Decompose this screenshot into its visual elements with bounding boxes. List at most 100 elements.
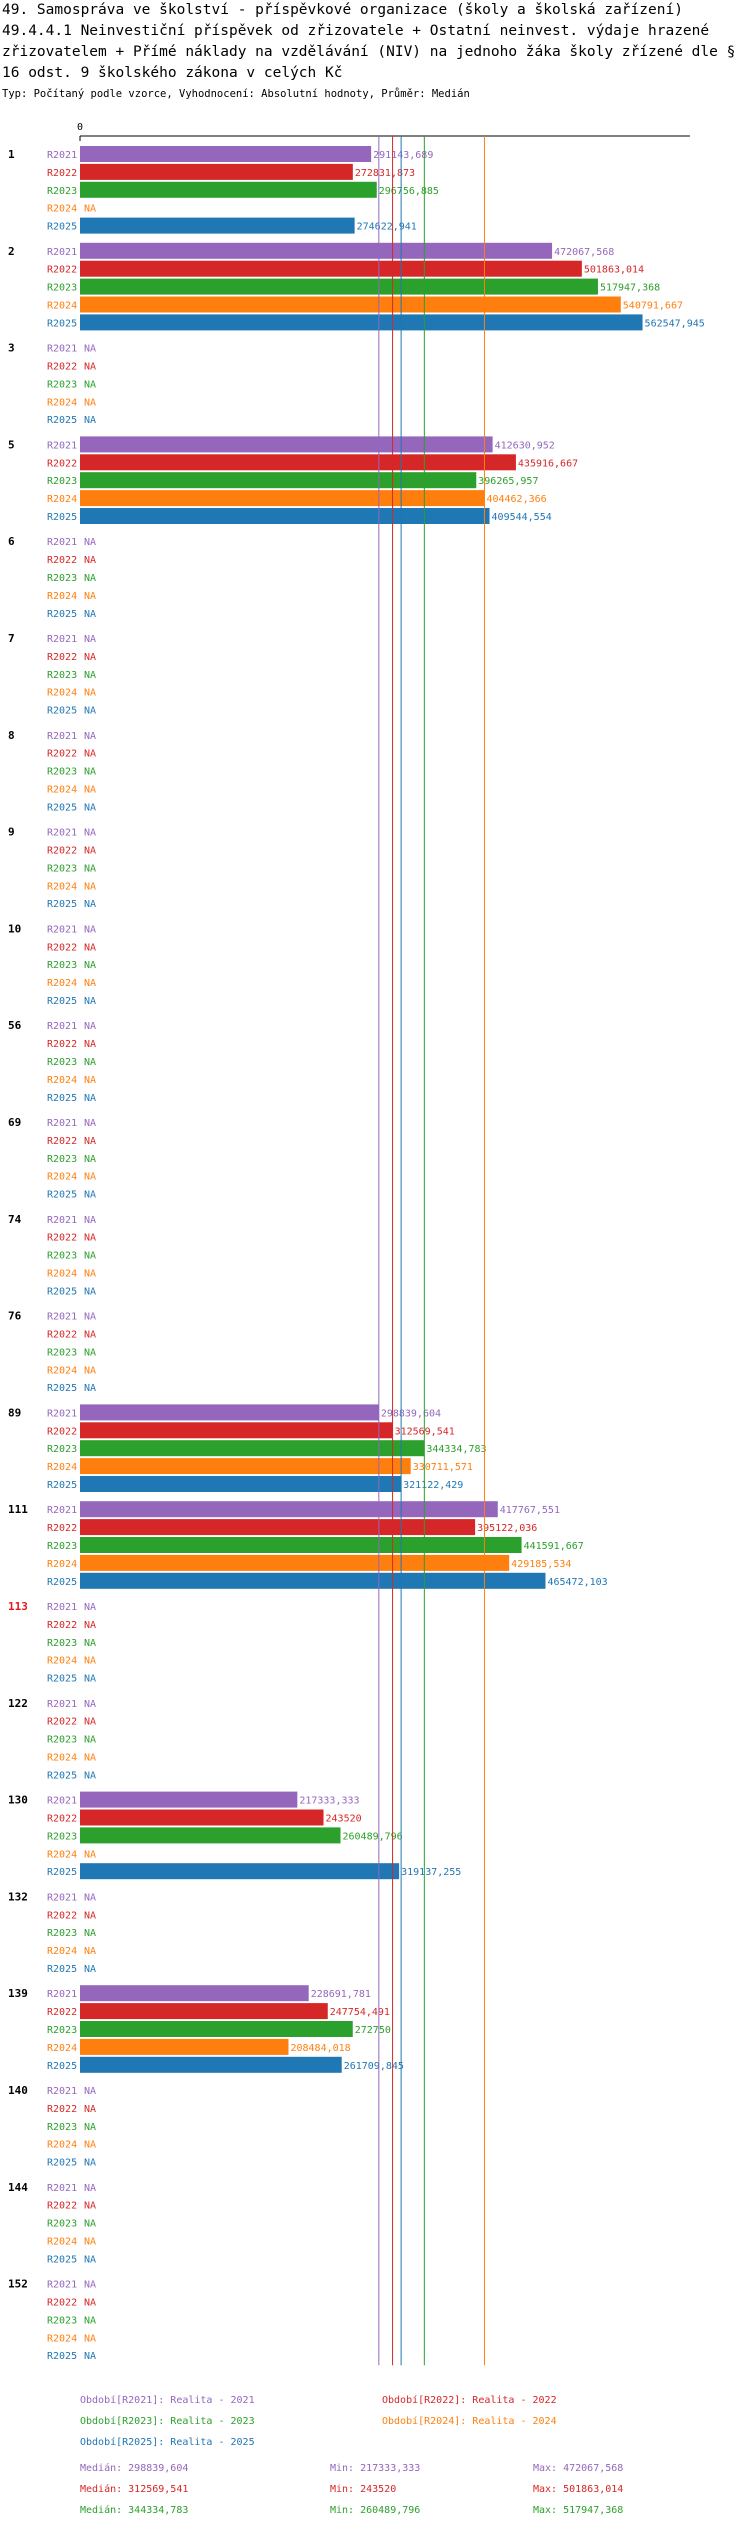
na-label-56-R2021: NA	[84, 1021, 96, 1032]
na-label-56-R2024: NA	[84, 1075, 96, 1086]
bar-89-R2024	[80, 1458, 411, 1475]
series-label-56-R2021: R2021	[47, 1021, 77, 1032]
group-label-2: 2	[8, 245, 15, 258]
na-label-7-R2024: NA	[84, 688, 96, 699]
na-label-122-R2024: NA	[84, 1753, 96, 1764]
series-label-56-R2025: R2025	[47, 1093, 77, 1104]
series-label-7-R2023: R2023	[47, 670, 77, 681]
series-label-5-R2021: R2021	[47, 440, 77, 451]
series-label-69-R2023: R2023	[47, 1154, 77, 1165]
series-label-111-R2023: R2023	[47, 1541, 77, 1552]
na-label-74-R2024: NA	[84, 1269, 96, 1280]
stat-min-R2022: Min: 243520	[330, 2484, 396, 2495]
legend-item-R2023: Období[R2023]: Realita - 2023	[80, 2415, 255, 2427]
group-label-140: 140	[8, 2084, 28, 2097]
series-label-140-R2023: R2023	[47, 2122, 77, 2133]
na-label-10-R2025: NA	[84, 996, 96, 1007]
bar-130-R2021	[80, 1791, 298, 1808]
series-label-56-R2024: R2024	[47, 1075, 77, 1086]
series-label-6-R2021: R2021	[47, 537, 77, 548]
series-label-3-R2022: R2022	[47, 362, 77, 373]
bar-130-R2023	[80, 1827, 341, 1844]
series-label-76-R2023: R2023	[47, 1347, 77, 1358]
na-label-132-R2022: NA	[84, 1910, 96, 1921]
stat-max-R2022: Max: 501863,014	[533, 2484, 623, 2495]
bar-89-R2025	[80, 1476, 402, 1492]
series-label-74-R2021: R2021	[47, 1215, 77, 1226]
bar-139-R2025	[80, 2056, 342, 2073]
series-label-2-R2025: R2025	[47, 318, 77, 329]
bar-5-R2022	[80, 454, 516, 471]
na-label-113-R2024: NA	[84, 1656, 96, 1667]
bar-2-R2022	[80, 260, 582, 277]
bar-2-R2025	[80, 314, 643, 331]
na-label-144-R2022: NA	[84, 2201, 96, 2212]
data-label-130-R2025: 319137,255	[401, 1867, 461, 1878]
data-label-89-R2021: 298839,604	[381, 1408, 441, 1419]
na-label-122-R2025: NA	[84, 1770, 96, 1781]
series-label-144-R2022: R2022	[47, 2201, 77, 2212]
na-label-3-R2021: NA	[84, 344, 96, 355]
series-label-132-R2024: R2024	[47, 1946, 77, 1957]
group-label-144: 144	[8, 2181, 28, 2194]
series-label-2-R2022: R2022	[47, 265, 77, 276]
na-label-132-R2025: NA	[84, 1964, 96, 1975]
series-label-9-R2023: R2023	[47, 863, 77, 874]
bar-89-R2021	[80, 1404, 379, 1421]
na-label-140-R2021: NA	[84, 2086, 96, 2097]
series-label-74-R2025: R2025	[47, 1286, 77, 1297]
series-label-10-R2025: R2025	[47, 996, 77, 1007]
stat-max-R2023: Max: 517947,368	[533, 2505, 623, 2516]
stat-median-R2021: Medián: 298839,604	[80, 2462, 188, 2474]
series-label-69-R2025: R2025	[47, 1190, 77, 1201]
series-label-113-R2023: R2023	[47, 1638, 77, 1649]
series-label-3-R2021: R2021	[47, 344, 77, 355]
na-label-152-R2022: NA	[84, 2298, 96, 2309]
group-label-7: 7	[8, 632, 15, 645]
series-label-6-R2022: R2022	[47, 555, 77, 566]
series-label-152-R2025: R2025	[47, 2351, 77, 2362]
series-label-132-R2025: R2025	[47, 1964, 77, 1975]
data-label-5-R2022: 435916,667	[518, 458, 578, 469]
series-label-130-R2024: R2024	[47, 1849, 77, 1860]
series-label-122-R2024: R2024	[47, 1753, 77, 1764]
na-label-74-R2025: NA	[84, 1286, 96, 1297]
data-label-1-R2023: 296756,885	[379, 186, 439, 197]
data-label-89-R2025: 321122,429	[403, 1480, 463, 1491]
bar-2-R2021	[80, 242, 553, 259]
bar-5-R2024	[80, 490, 485, 507]
series-label-76-R2024: R2024	[47, 1365, 77, 1376]
group-label-1: 1	[8, 148, 15, 161]
group-label-69: 69	[8, 1116, 21, 1129]
na-label-9-R2021: NA	[84, 828, 96, 839]
na-label-130-R2024: NA	[84, 1849, 96, 1860]
series-label-122-R2022: R2022	[47, 1717, 77, 1728]
series-label-89-R2024: R2024	[47, 1462, 77, 1473]
na-label-140-R2025: NA	[84, 2158, 96, 2169]
series-label-1-R2021: R2021	[47, 150, 77, 161]
data-label-5-R2021: 412630,952	[495, 440, 555, 451]
series-label-7-R2022: R2022	[47, 652, 77, 663]
series-label-3-R2025: R2025	[47, 415, 77, 426]
na-label-8-R2022: NA	[84, 749, 96, 760]
series-label-144-R2025: R2025	[47, 2254, 77, 2265]
na-label-152-R2025: NA	[84, 2351, 96, 2362]
series-label-74-R2024: R2024	[47, 1269, 77, 1280]
na-label-76-R2025: NA	[84, 1383, 96, 1394]
na-label-69-R2021: NA	[84, 1118, 96, 1129]
na-label-9-R2023: NA	[84, 863, 96, 874]
data-label-111-R2021: 417767,551	[500, 1505, 560, 1516]
bar-2-R2024	[80, 296, 621, 313]
series-label-140-R2024: R2024	[47, 2140, 77, 2151]
series-label-76-R2022: R2022	[47, 1330, 77, 1341]
bar-5-R2021	[80, 436, 493, 453]
legend-item-R2021: Období[R2021]: Realita - 2021	[80, 2394, 255, 2406]
data-label-139-R2023: 272750	[355, 2025, 391, 2036]
na-label-69-R2022: NA	[84, 1136, 96, 1147]
na-label-113-R2023: NA	[84, 1638, 96, 1649]
legend-item-R2025: Období[R2025]: Realita - 2025	[80, 2436, 255, 2448]
series-label-8-R2021: R2021	[47, 731, 77, 742]
x-tick-label-0: 0	[77, 122, 83, 133]
series-label-3-R2023: R2023	[47, 379, 77, 390]
